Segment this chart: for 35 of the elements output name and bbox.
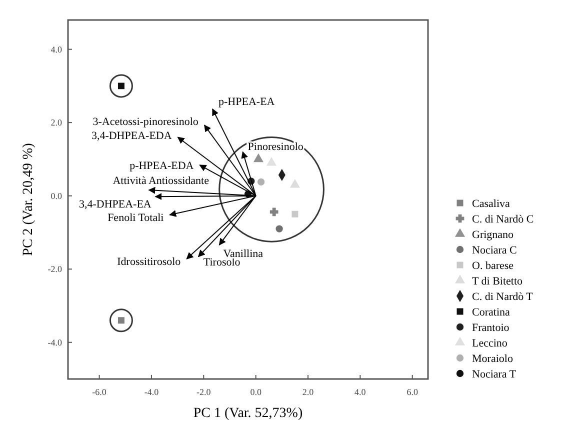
legend-label: Casaliva [472,198,510,210]
y-axis-title: PC 2 (Var. 20,49 %) [21,142,36,256]
y-tick-label: -4.0 [48,337,62,348]
legend-label: Leccino [472,338,508,350]
x-tick-label: 6.0 [406,387,418,397]
legend-label: Grignano [472,229,514,241]
series-label: 3,4-DHPEA-EA [78,198,152,211]
x-tick-label: 0.0 [250,387,262,397]
x-tick-label: 2.0 [302,387,314,397]
y-tick-label: 2.0 [50,118,62,128]
x-tick-label: -6.0 [92,387,107,397]
legend-label: C. di Nardò T [472,291,534,303]
y-tick-label: -2.0 [48,264,62,274]
legend-label: Nociara T [472,368,516,380]
series-label: Fenoli Totali [108,212,164,224]
legend-label: C. di Nardò C [472,214,534,226]
series-label: p-HPEA-EA [218,96,275,108]
y-tick-label: 0.0 [50,190,62,201]
x-axis-title: PC 1 (Var. 52,73%) [193,406,303,421]
series-label: p-HPEA-EDA [130,160,194,172]
legend-label: Coratina [472,306,510,318]
legend-label: Moraiolo [472,353,514,365]
x-tick-label: -4.0 [144,387,160,397]
legend-label: Frantoio [472,322,510,334]
x-tick-label: -2.0 [196,387,212,397]
series-label: 3-Acetossi-pinoresinolo [92,116,199,128]
y-tick-label: 4.0 [50,44,62,54]
series-label: Idrossitirosolo [117,256,182,268]
series-label: 3,4-DHPEA-EDA [91,130,172,142]
series-label: Pinoresinolo [248,140,304,153]
series-label: Attività Antiossidante [112,174,210,187]
legend-label: O. barese [472,260,514,272]
legend-label: T di Bitetto [472,276,524,288]
x-tick-label: 4.0 [354,387,366,397]
legend-label: Nociara C [472,244,517,256]
